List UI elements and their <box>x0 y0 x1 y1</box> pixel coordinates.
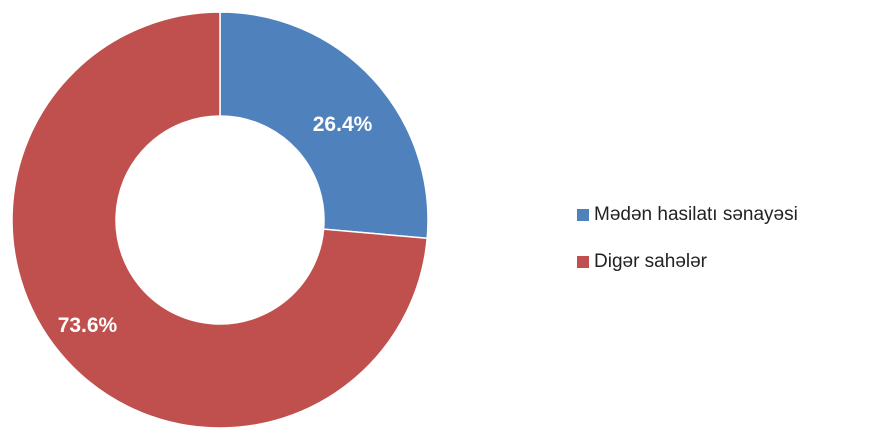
legend-swatch <box>577 256 589 268</box>
legend-swatch <box>577 209 589 221</box>
donut-slice <box>11 11 429 428</box>
donut-slice <box>219 11 429 240</box>
legend-label: Digər sahələr <box>594 251 708 272</box>
legend-label: Mədən hasilatı sənayəsi <box>594 204 798 225</box>
data-label: 73.6% <box>58 314 118 337</box>
data-label: 26.4% <box>313 113 373 136</box>
